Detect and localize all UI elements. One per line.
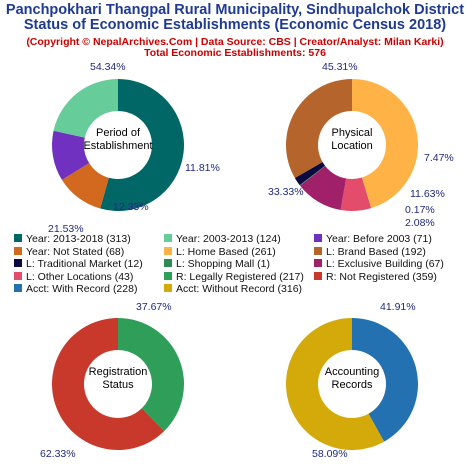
legend-label: L: Brand Based (192) (326, 245, 426, 258)
legend-swatch (14, 246, 22, 255)
slice-year-before-2003 (52, 130, 90, 180)
chart-title-line-2: Status of Economic Establishments (Econo… (23, 17, 447, 33)
legend-label: Year: Before 2003 (71) (326, 233, 432, 245)
legend-swatch (14, 234, 22, 242)
slice-l-other-locations (340, 177, 372, 212)
legend-swatch (164, 271, 172, 280)
legend-label: L: Traditional Market (12) (26, 258, 143, 270)
chart-subtitle-total: Total Economic Establishments: 576 (144, 47, 326, 59)
slice-acct-with-record (352, 318, 418, 442)
legend-label: Year: Not Stated (68) (26, 245, 125, 258)
legend-item-acct-with-record-228: Acct: With Record (228) (14, 283, 137, 295)
legend-item-year-not-stated-68: Year: Not Stated (68) (14, 246, 124, 258)
legend-swatch (164, 259, 172, 267)
legend-swatch (314, 259, 322, 267)
center-label-accounting-records-1: Accounting (325, 366, 379, 378)
center-label-physical-location-2: Location (331, 140, 373, 152)
legend-label: Acct: Without Record (316) (176, 283, 303, 295)
legend-swatch (314, 271, 322, 280)
legend-label: L: Other Locations (43) (26, 270, 134, 283)
center-label-accounting-records-2: Records (332, 379, 373, 391)
pct-label-acct-without-record: 58.09% (312, 448, 348, 460)
slice-year-2003-2013 (53, 79, 118, 138)
legend-item-l-traditional-market-12: L: Traditional Market (12) (14, 258, 143, 270)
legend-item-r-legally-registered-217: R: Legally Registered (217) (164, 271, 304, 283)
legend-item-l-exclusive-building-67: L: Exclusive Building (67) (314, 258, 444, 270)
pct-label-l-traditional-market: 2.08% (405, 217, 435, 229)
chart-subtitle-credits: (Copyright © NepalArchives.Com | Data So… (26, 36, 444, 48)
legend-item-year-before-2003-71: Year: Before 2003 (71) (314, 233, 432, 245)
slice-acct-without-record (286, 318, 385, 451)
donut-registration-status (51, 318, 184, 451)
legend-swatch (164, 284, 172, 292)
pct-label-year-2003-2013: 21.53% (48, 223, 84, 235)
legend-swatch (314, 246, 322, 255)
pct-label-r-legally-registered: 37.67% (136, 301, 172, 313)
donut-accounting-records (286, 318, 418, 451)
legend-label: Acct: With Record (228) (26, 283, 138, 295)
slice-r-legally-registered (118, 318, 184, 432)
legend-label: R: Legally Registered (217) (176, 270, 304, 283)
slice-l-shopping-mall (299, 165, 326, 186)
legend-item-year-2013-2018-313: Year: 2013-2018 (313) (14, 233, 131, 245)
pct-label-r-not-registered: 62.33% (40, 448, 76, 460)
legend-item-year-2003-2013-124: Year: 2003-2013 (124) (164, 233, 281, 245)
legend-swatch (314, 234, 322, 242)
legend-item-l-other-locations-43: L: Other Locations (43) (14, 271, 133, 283)
pct-label-l-exclusive-building: 11.63% (410, 188, 445, 200)
pct-label-year-before-2003: 12.33% (113, 201, 149, 213)
legend-swatch (14, 284, 22, 292)
legend-item-l-brand-based-192: L: Brand Based (192) (314, 246, 426, 258)
pct-label-l-other-locations: 7.47% (424, 152, 454, 164)
legend-label: L: Home Based (261) (176, 245, 276, 258)
donut-period-of-establishment (52, 79, 185, 211)
slice-year-2013-2018 (100, 79, 185, 211)
legend-swatch (164, 246, 172, 255)
donut-physical-location (286, 78, 419, 212)
center-label-period-of-establishment-2: Establishment (83, 140, 152, 152)
legend-swatch (164, 234, 172, 242)
center-label-physical-location-1: Physical (332, 127, 373, 139)
slice-l-home-based (352, 78, 419, 209)
legend-item-l-shopping-mall-1: L: Shopping Mall (1) (164, 258, 270, 270)
legend-item-acct-without-record-316: Acct: Without Record (316) (164, 283, 302, 295)
legend-item-r-not-registered-359: R: Not Registered (359) (314, 271, 437, 283)
slice-r-not-registered (51, 318, 165, 451)
pct-label-year-not-stated: 11.81% (185, 162, 220, 174)
legend-item-l-home-based-261: L: Home Based (261) (164, 246, 276, 258)
slice-l-traditional-market (294, 162, 326, 186)
pct-label-l-home-based: 45.31% (322, 61, 358, 73)
legend-swatch (14, 271, 22, 280)
slice-l-exclusive-building (300, 165, 347, 210)
pct-label-l-shopping-mall: 0.17% (405, 204, 435, 216)
legend-label: L: Exclusive Building (67) (326, 258, 444, 270)
legend-label: Year: 2003-2013 (124) (176, 233, 281, 245)
slice-l-brand-based (286, 79, 352, 178)
legend-label: L: Shopping Mall (1) (176, 258, 270, 270)
pct-label-acct-with-record: 41.91% (380, 301, 416, 313)
legend-swatch (14, 259, 22, 267)
center-label-period-of-establishment-1: Period of (96, 127, 141, 139)
center-label-registration-status-2: Status (102, 379, 134, 391)
legend-label: R: Not Registered (359) (326, 270, 437, 283)
legend-label: Year: 2013-2018 (313) (26, 233, 131, 245)
center-label-registration-status-1: Registration (89, 366, 148, 378)
slice-year-not-stated (61, 162, 109, 209)
chart-title-line-1: Panchpokhari Thangpal Rural Municipality… (5, 2, 465, 18)
pct-label-year-2013-2018: 54.34% (90, 61, 126, 73)
pct-label-l-brand-based: 33.33% (268, 186, 304, 198)
